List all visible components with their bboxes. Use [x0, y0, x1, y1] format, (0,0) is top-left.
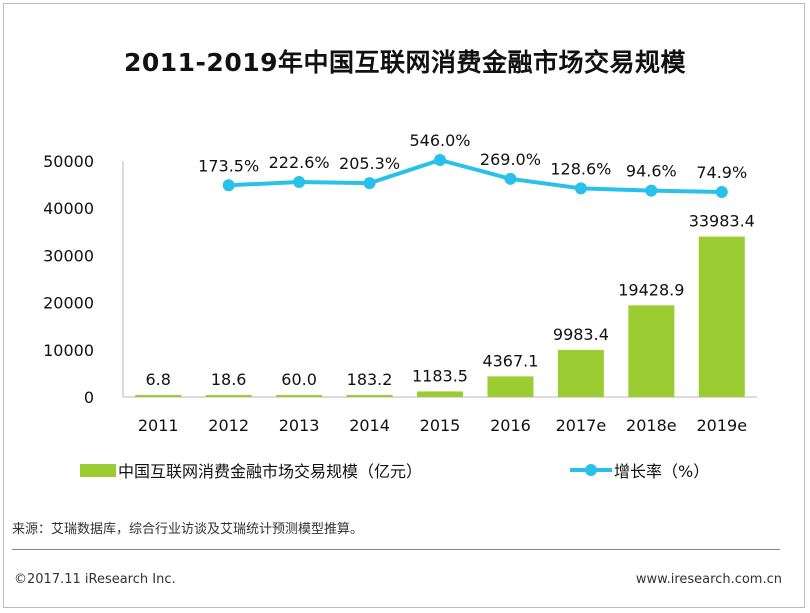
x-tick-label: 2017e: [556, 416, 607, 435]
bar: [698, 236, 745, 397]
bar: [417, 391, 463, 397]
bar-value-label: 9983.4: [553, 325, 609, 344]
y-tick-label: 20000: [43, 294, 94, 313]
growth-point: [222, 179, 235, 192]
legend-item-volume: 中国互联网消费金融市场交易规模（亿元）: [80, 458, 422, 482]
bar: [628, 305, 675, 397]
bar-series: [135, 236, 745, 397]
y-tick-label: 30000: [43, 246, 94, 265]
bar-value-label: 18.6: [211, 370, 247, 389]
bar: [276, 395, 323, 397]
legend-label-volume: 中国互联网消费金融市场交易规模（亿元）: [118, 462, 423, 481]
growth-value-label: 94.6%: [626, 162, 677, 181]
growth-value-label: 74.9%: [696, 163, 747, 182]
y-tick-label: 10000: [43, 341, 94, 360]
growth-value-label: 546.0%: [409, 131, 470, 150]
growth-value-label: 205.3%: [339, 154, 400, 173]
bar: [135, 395, 182, 397]
bar-data-labels: 6.8 18.6 60.0 183.2 1183.5 4367.1 9983.4 19428.…: [145, 212, 754, 389]
copyright-text: ©2017.11 iResearch Inc.: [14, 572, 176, 587]
x-tick-label: 2015: [420, 416, 461, 435]
legend-item-growth: 增长率（%）: [570, 458, 709, 482]
bar: [346, 395, 393, 397]
y-tick-labels: 0 10000 20000 30000 40000 50000: [43, 152, 94, 407]
growth-point: [363, 177, 376, 190]
bar-value-label: 19428.9: [618, 280, 684, 299]
y-tick-label: 50000: [43, 152, 94, 171]
x-tick-label: 2012: [208, 416, 249, 435]
legend-label-growth: 增长率（%）: [614, 462, 710, 481]
y-tick-label: 40000: [43, 199, 94, 218]
growth-line-series: [222, 154, 728, 198]
bar-value-label: 60.0: [281, 370, 317, 389]
x-tick-label: 2013: [279, 416, 320, 435]
legend-line-swatch-icon: [570, 463, 612, 477]
x-tick-label: 2018e: [626, 416, 677, 435]
growth-point: [715, 186, 728, 198]
bar-value-label: 183.2: [347, 370, 393, 389]
growth-value-label: 128.6%: [550, 159, 611, 178]
chart-title: 2011-2019年中国互联网消费金融市场交易规模: [123, 48, 687, 77]
x-tick-labels: 2011 2012 2013 2014 2015 2016 2017e 2018e 2019e: [138, 416, 747, 435]
growth-data-labels: 173.5% 222.6% 205.3% 546.0% 269.0% 128.6% 94.6…: [198, 131, 747, 182]
legend-bar-swatch-icon: [80, 463, 116, 477]
x-tick-label: 2011: [138, 416, 179, 435]
bar-value-label: 1183.5: [412, 366, 468, 385]
bar-value-label: 33983.4: [689, 212, 755, 231]
source-note: 来源：艾瑞数据库，综合行业访谈及艾瑞统计预测模型推算。: [12, 522, 364, 537]
bar: [557, 349, 604, 397]
y-tick-label: 0: [84, 388, 94, 407]
growth-point: [293, 175, 306, 188]
x-tick-label: 2014: [349, 416, 390, 435]
footer-divider: [12, 549, 780, 550]
growth-value-label: 269.0%: [480, 150, 541, 169]
x-tick-label: 2019e: [696, 416, 747, 435]
x-tick-label: 2016: [490, 416, 531, 435]
growth-point: [434, 154, 446, 166]
growth-point: [504, 172, 517, 185]
bar-value-label: 6.8: [145, 370, 170, 389]
bar: [205, 395, 252, 397]
bar-value-label: 4367.1: [482, 351, 538, 370]
growth-value-label: 222.6%: [269, 153, 330, 172]
website-link[interactable]: www.iresearch.com.cn: [635, 572, 782, 587]
bar: [487, 376, 534, 397]
growth-point: [645, 184, 658, 197]
growth-value-label: 173.5%: [198, 156, 259, 175]
growth-point: [574, 182, 587, 195]
growth-line: [228, 158, 722, 194]
